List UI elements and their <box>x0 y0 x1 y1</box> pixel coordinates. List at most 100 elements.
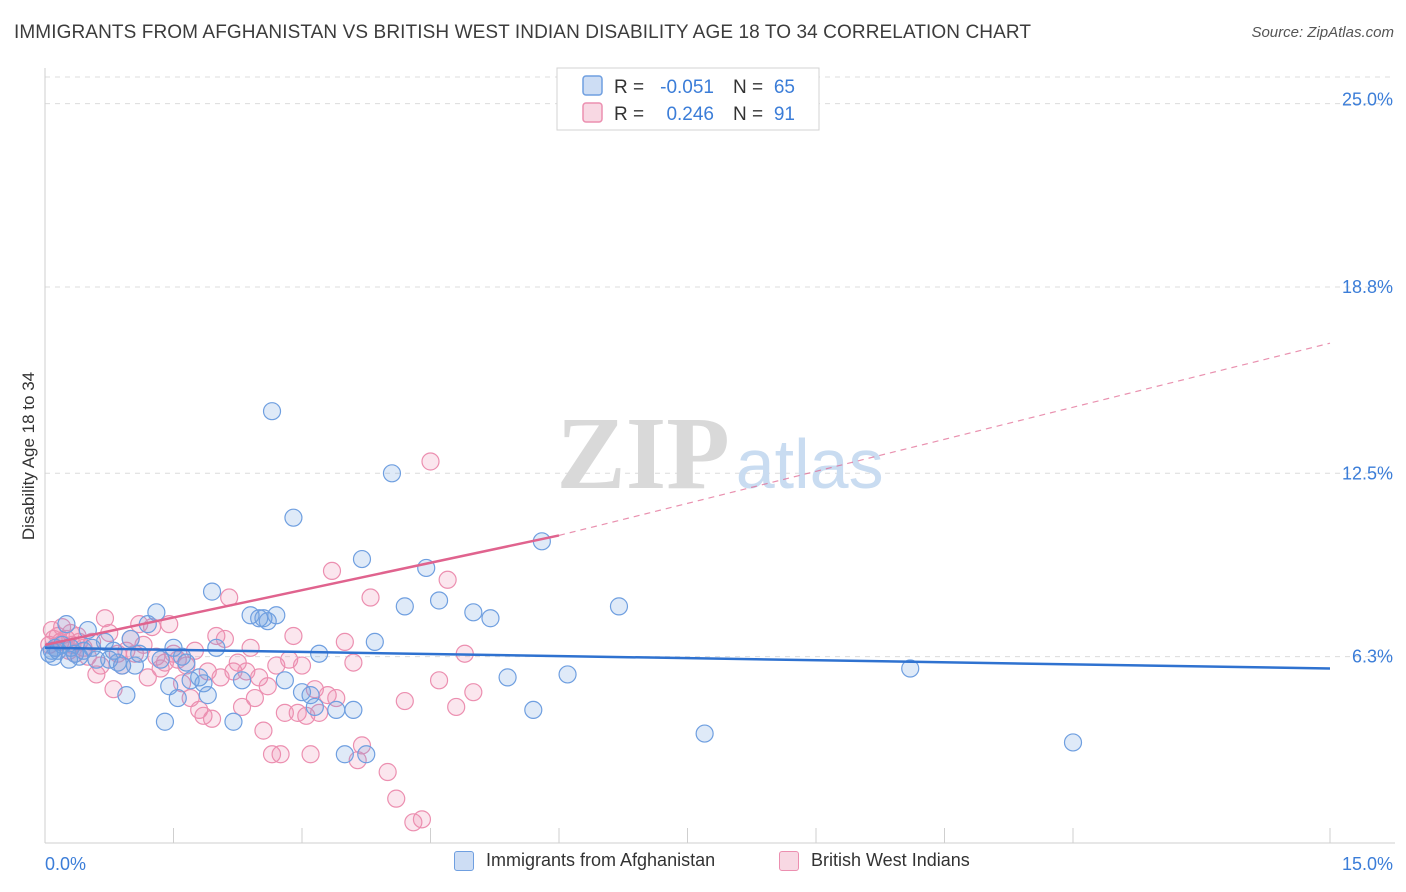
point-afghanistan[interactable] <box>395 597 414 616</box>
point-afghanistan[interactable] <box>177 653 196 672</box>
point-afghanistan[interactable] <box>262 402 282 421</box>
legend-swatch-blue <box>454 850 474 871</box>
watermark-zip: ZIP <box>556 396 729 511</box>
point-afghanistan[interactable] <box>194 674 213 693</box>
legend-item-afghanistan[interactable]: Immigrants from Afghanistan <box>454 850 715 871</box>
point-bwi[interactable] <box>241 638 260 657</box>
grid-layer <box>45 76 1395 658</box>
point-afghanistan[interactable] <box>224 712 243 731</box>
point-afghanistan[interactable] <box>130 644 149 663</box>
point-bwi[interactable] <box>87 665 106 684</box>
x-tick-label-max: 15.0% <box>1342 854 1393 874</box>
point-afghanistan[interactable] <box>498 668 517 687</box>
point-bwi[interactable] <box>232 697 252 717</box>
source-label: Source: ZipAtlas.com <box>1251 24 1394 41</box>
y-tick-label: 6.3% <box>1352 647 1393 667</box>
point-afghanistan[interactable] <box>335 745 354 764</box>
point-afghanistan[interactable] <box>558 665 577 684</box>
point-bwi[interactable] <box>464 683 483 702</box>
legend-pink-r-label: R = <box>614 104 644 125</box>
point-afghanistan[interactable] <box>327 700 346 720</box>
point-afghanistan[interactable] <box>352 549 372 569</box>
trend-layer <box>44 342 1331 670</box>
point-bwi[interactable] <box>335 632 354 651</box>
axis-layer: 6.3% 12.5% 18.8% 25.0% 0.0% 15.0% <box>44 68 1395 874</box>
point-afghanistan[interactable] <box>155 712 175 731</box>
legend-bottom: Immigrants from Afghanistan British West… <box>0 850 1406 880</box>
legend-item-bwi[interactable]: British West Indians <box>779 850 970 871</box>
point-bwi[interactable] <box>344 653 363 672</box>
point-afghanistan[interactable] <box>57 615 76 634</box>
legend-label-bwi: British West Indians <box>811 850 970 870</box>
point-afghanistan[interactable] <box>147 603 166 622</box>
y-tick-label: 25.0% <box>1342 90 1393 110</box>
point-afghanistan[interactable] <box>198 686 217 705</box>
point-bwi[interactable] <box>429 671 449 690</box>
point-afghanistan[interactable] <box>232 671 252 690</box>
legend-pink-n-label: N = <box>733 104 763 125</box>
point-afghanistan[interactable] <box>464 603 483 622</box>
legend-label-afghanistan: Immigrants from Afghanistan <box>486 850 716 870</box>
trend-line-afghanistan <box>44 646 1331 670</box>
point-bwi[interactable] <box>361 588 380 607</box>
point-afghanistan[interactable] <box>344 700 363 720</box>
point-bwi[interactable] <box>387 789 406 808</box>
point-afghanistan[interactable] <box>117 686 136 705</box>
point-bwi[interactable] <box>301 745 320 764</box>
point-afghanistan[interactable] <box>125 656 145 675</box>
legend-blue-n-value: 65 <box>774 77 795 98</box>
legend-pink-swatch <box>582 102 603 123</box>
point-afghanistan[interactable] <box>87 650 106 669</box>
point-bwi[interactable] <box>292 656 312 675</box>
point-afghanistan[interactable] <box>267 606 286 625</box>
legend-swatch-pink <box>779 850 799 871</box>
point-bwi[interactable] <box>258 677 277 696</box>
point-bwi[interactable] <box>352 736 372 755</box>
point-afghanistan[interactable] <box>305 697 324 717</box>
point-afghanistan[interactable] <box>901 659 920 678</box>
point-afghanistan[interactable] <box>1063 733 1083 752</box>
point-afghanistan[interactable] <box>112 656 132 675</box>
point-bwi[interactable] <box>202 709 222 728</box>
point-afghanistan[interactable] <box>301 686 320 705</box>
point-afghanistan[interactable] <box>695 724 714 743</box>
watermark: ZIPatlas <box>556 396 883 511</box>
point-bwi[interactable] <box>378 762 397 782</box>
point-bwi[interactable] <box>438 570 457 589</box>
point-afghanistan[interactable] <box>207 638 226 657</box>
point-bwi[interactable] <box>138 668 157 687</box>
point-afghanistan[interactable] <box>202 582 222 601</box>
point-bwi[interactable] <box>395 691 414 711</box>
point-bwi[interactable] <box>284 626 303 646</box>
point-afghanistan[interactable] <box>104 641 123 660</box>
point-bwi[interactable] <box>322 561 342 581</box>
point-afghanistan[interactable] <box>151 650 170 669</box>
point-afghanistan[interactable] <box>382 464 402 483</box>
trend-line-bwi-extrapolated <box>558 342 1331 536</box>
point-afghanistan[interactable] <box>481 609 500 628</box>
point-afghanistan[interactable] <box>121 629 140 649</box>
point-afghanistan[interactable] <box>284 508 303 527</box>
point-afghanistan[interactable] <box>275 671 294 690</box>
point-bwi[interactable] <box>421 452 440 471</box>
point-afghanistan[interactable] <box>168 688 187 708</box>
point-bwi[interactable] <box>245 688 264 708</box>
point-bwi[interactable] <box>271 745 290 764</box>
point-afghanistan[interactable] <box>429 591 449 610</box>
point-afghanistan[interactable] <box>609 597 629 616</box>
y-axis-title: Disability Age 18 to 34 <box>19 372 38 540</box>
chart-title: IMMIGRANTS FROM AFGHANISTAN VS BRITISH W… <box>14 22 1032 43</box>
point-bwi[interactable] <box>275 703 294 722</box>
point-afghanistan[interactable] <box>357 745 376 764</box>
watermark-atlas: atlas <box>736 425 884 503</box>
point-afghanistan[interactable] <box>310 644 329 663</box>
legend-blue-r-label: R = <box>614 77 644 98</box>
point-bwi[interactable] <box>95 609 115 628</box>
point-bwi[interactable] <box>412 810 432 829</box>
point-afghanistan[interactable] <box>524 700 543 720</box>
trend-line-bwi <box>44 534 560 647</box>
point-afghanistan[interactable] <box>365 632 384 651</box>
point-bwi[interactable] <box>254 721 273 740</box>
point-bwi[interactable] <box>447 697 466 717</box>
